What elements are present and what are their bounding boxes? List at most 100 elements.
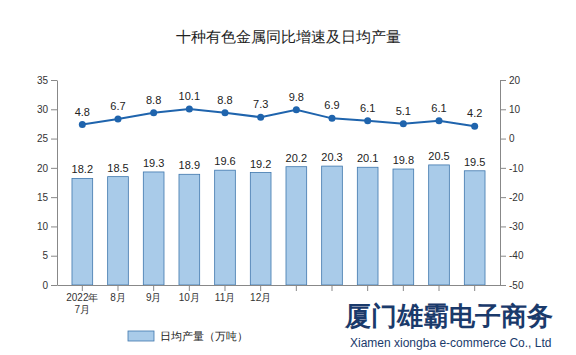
watermark: 厦门雄霸电子商务 Xiamen xiongba e-commerce Co., L…	[344, 301, 553, 350]
tick-mark	[500, 256, 506, 257]
data-label: 19.5	[464, 156, 485, 168]
tick-mark	[332, 285, 333, 291]
data-label: 19.3	[143, 157, 164, 169]
tick: 35	[37, 75, 57, 86]
marker	[293, 106, 300, 113]
tick-mark	[117, 285, 118, 291]
tick: 9月	[146, 285, 162, 303]
data-label: 19.6	[214, 155, 235, 167]
tick-mark	[500, 139, 506, 140]
data-label: 18.5	[107, 162, 128, 174]
tick-mark	[51, 109, 57, 110]
data-label: 8.8	[146, 94, 161, 106]
tick-mark	[51, 256, 57, 257]
tick-mark	[51, 139, 57, 140]
tick-label: 8月	[110, 292, 126, 303]
title: 十种有色金属同比增速及日均产量	[176, 28, 401, 45]
data-label: 6.1	[360, 102, 375, 114]
tick-label: 10月	[179, 292, 200, 303]
tick: 10月	[179, 285, 200, 303]
tick-label: 25	[37, 133, 49, 144]
bar	[429, 165, 450, 285]
marker	[186, 105, 193, 112]
tick-label: 11月	[215, 292, 235, 303]
tick-label: 0	[42, 280, 48, 291]
tick-mark	[296, 285, 297, 291]
bar	[179, 174, 200, 285]
tick: -30	[500, 221, 524, 232]
marker	[114, 115, 121, 122]
tick: 8月	[110, 285, 126, 303]
tick-label: -10	[509, 163, 524, 174]
tick: 20	[37, 163, 57, 174]
bar	[143, 172, 164, 285]
marker	[400, 120, 407, 127]
tick-label: 12月	[250, 292, 271, 303]
data-label: 8.8	[217, 94, 232, 106]
bar	[215, 170, 236, 285]
tick-mark	[51, 226, 57, 227]
tick-label: 20	[509, 75, 521, 86]
data-label: 7.3	[253, 98, 268, 110]
marker	[257, 114, 264, 121]
annotation: 厦门雄霸电子商务	[344, 301, 553, 331]
tick-mark	[500, 226, 506, 227]
tick: 10	[37, 221, 57, 232]
tick: 30	[37, 104, 57, 115]
tick: 0	[500, 133, 515, 144]
tick-label: 20	[37, 163, 49, 174]
tick-mark	[500, 285, 506, 286]
tick-mark	[51, 168, 57, 169]
tick-label: 10	[37, 221, 49, 232]
tick: 11月	[215, 285, 235, 303]
tick-label: 9月	[146, 292, 162, 303]
tick: 0	[42, 280, 57, 291]
tick-mark	[153, 285, 154, 291]
tick-mark	[51, 285, 57, 286]
data-label: 20.5	[428, 150, 449, 162]
tick-label: 2022年7月	[66, 292, 98, 315]
tick: -20	[500, 192, 524, 203]
tick-mark	[367, 285, 368, 291]
tick: 2022年7月	[66, 285, 98, 315]
tick-mark	[82, 285, 83, 291]
data-label: 20.3	[321, 151, 342, 163]
marker	[329, 115, 336, 122]
tick-mark	[260, 285, 261, 291]
tick	[332, 285, 333, 291]
tick-label: -40	[509, 250, 524, 261]
marker	[436, 117, 443, 124]
axis-line	[57, 81, 58, 286]
data-label: 9.8	[289, 91, 304, 103]
tick	[367, 285, 368, 291]
tick-mark	[51, 197, 57, 198]
tick-label: 5	[42, 250, 48, 261]
data-label: 19.8	[393, 154, 414, 166]
tick: 20	[500, 75, 521, 86]
tick-mark	[474, 285, 475, 291]
tick-mark	[51, 80, 57, 81]
annotation: Xiamen xiongba e-commerce Co., Ltd	[350, 336, 551, 350]
data-label: 6.9	[324, 99, 339, 111]
tick	[439, 285, 440, 291]
axis-line	[58, 285, 501, 286]
tick-label: 15	[37, 192, 49, 203]
bar	[357, 167, 378, 285]
bar	[322, 166, 343, 285]
tick-mark	[189, 285, 190, 291]
bar	[72, 178, 93, 285]
tick-label: 30	[37, 104, 49, 115]
data-labels: 18.218.519.318.919.619.220.220.320.119.8…	[72, 90, 486, 175]
marker	[79, 121, 86, 128]
data-label: 6.1	[431, 102, 446, 114]
marker	[471, 123, 478, 130]
tick-mark	[500, 197, 506, 198]
tick: 12月	[250, 285, 271, 303]
tick: -40	[500, 250, 524, 261]
marker	[150, 109, 157, 116]
marker	[364, 117, 371, 124]
tick-mark	[403, 285, 404, 291]
tick-mark	[500, 80, 506, 81]
tick: 5	[42, 250, 57, 261]
tick	[296, 285, 297, 291]
